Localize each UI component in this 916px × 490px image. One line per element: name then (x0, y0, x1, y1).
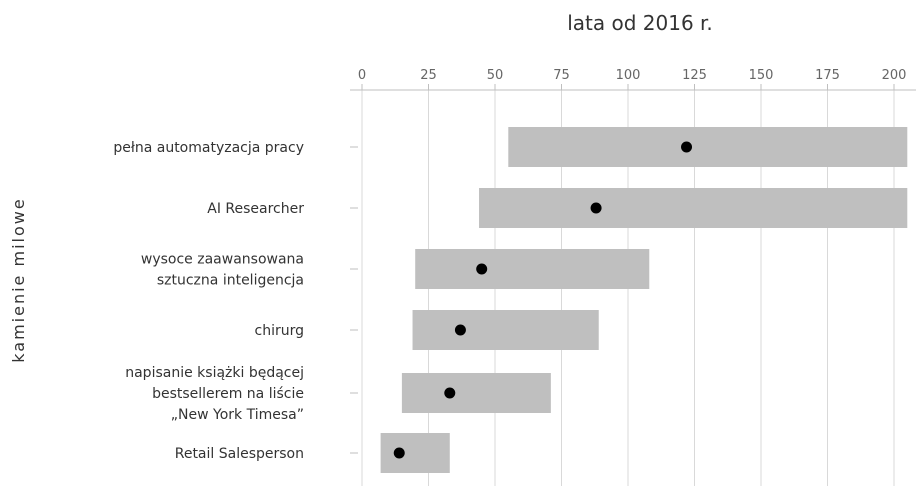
range-bar (415, 249, 650, 289)
category-label: AI Researcher (207, 201, 304, 217)
category-labels: pełna automatyzacja pracy AI Researcher wy… (113, 140, 304, 462)
x-tick-label: 25 (420, 68, 437, 83)
category-label: wysoce zaawansowana (141, 252, 304, 268)
median-point (444, 387, 456, 399)
category-label: pełna automatyzacja pracy (113, 140, 304, 156)
range-bar (380, 433, 450, 473)
range-bar (508, 127, 908, 167)
x-axis: 0 25 50 75 100 125 150 175 200 (350, 68, 916, 91)
x-tick-label: 200 (882, 68, 907, 83)
y-axis-label: kamienie milowe (9, 197, 28, 362)
median-point (393, 447, 405, 459)
y-axis-ticks (350, 146, 358, 454)
category-label: bestsellerem na liście (152, 386, 304, 402)
category-label: chirurg (255, 323, 305, 339)
x-tick-label: 175 (815, 68, 840, 83)
x-tick-label: 125 (682, 68, 707, 83)
median-point (681, 141, 693, 153)
median-point (454, 324, 466, 336)
median-points (393, 141, 693, 459)
range-bar (412, 310, 599, 350)
x-tick-label: 50 (487, 68, 504, 83)
range-bar (401, 373, 551, 413)
median-point (476, 263, 488, 275)
range-bars (380, 127, 908, 473)
x-tick-label: 100 (616, 68, 641, 83)
x-tick-label: 0 (358, 68, 366, 83)
range-bar (479, 188, 908, 228)
category-label: sztuczna inteligencja (157, 273, 304, 289)
category-label: „New York Timesa” (171, 407, 304, 423)
x-tick-label: 75 (553, 68, 570, 83)
category-label: Retail Salesperson (175, 446, 304, 462)
x-tick-label: 150 (749, 68, 774, 83)
median-point (590, 202, 602, 214)
category-label: napisanie książki będącej (125, 365, 304, 381)
chart-title: lata od 2016 r. (567, 11, 713, 35)
